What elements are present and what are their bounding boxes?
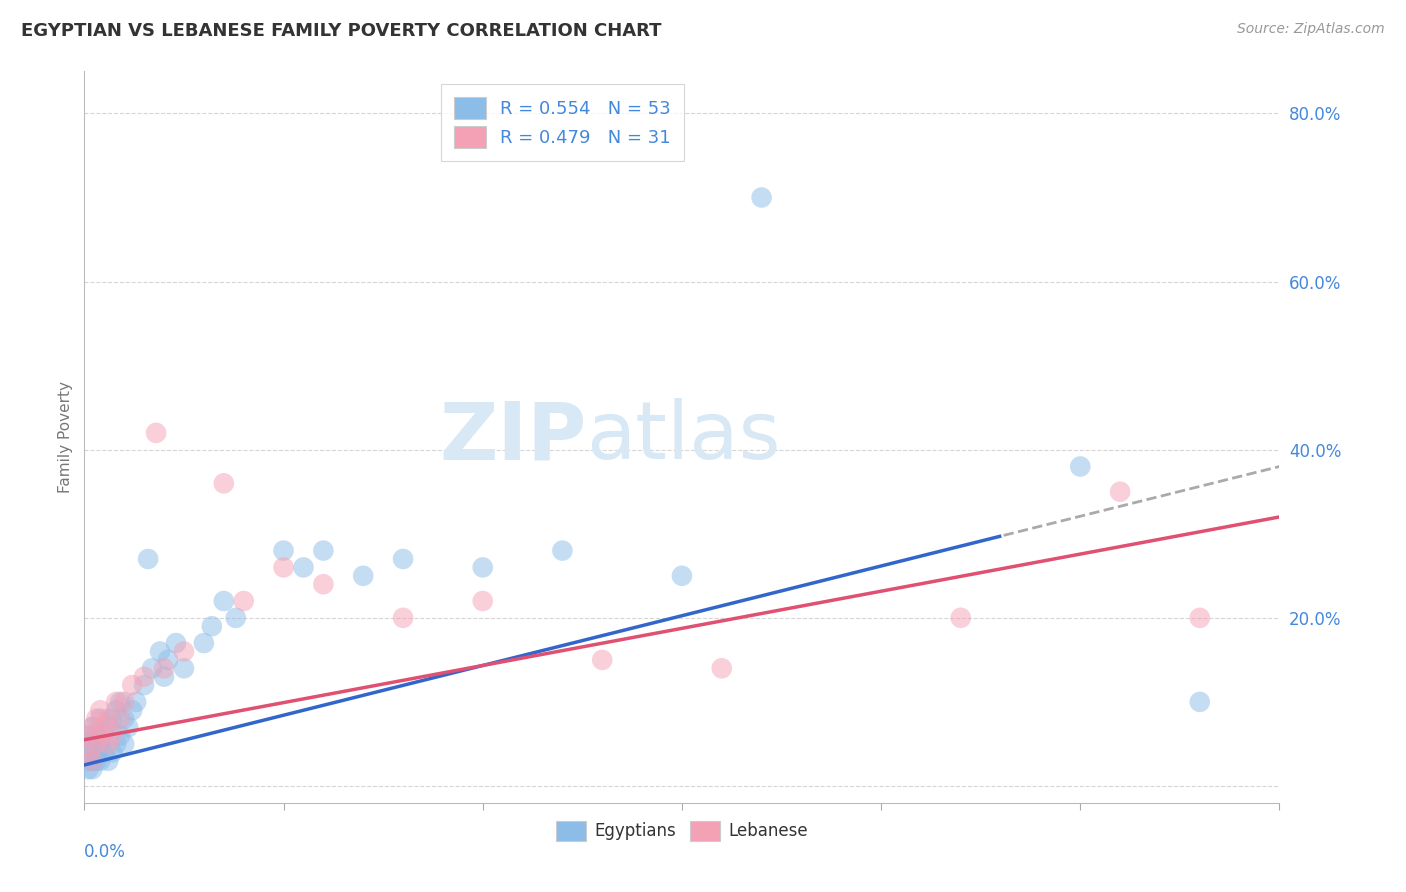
Point — [105, 695, 128, 709]
Point — [551, 543, 574, 558]
Point — [392, 552, 415, 566]
Point — [77, 737, 100, 751]
Text: atlas: atlas — [586, 398, 780, 476]
Point — [110, 729, 132, 743]
Point — [77, 729, 100, 743]
Text: Source: ZipAtlas.com: Source: ZipAtlas.com — [1237, 22, 1385, 37]
Point — [82, 720, 104, 734]
Point — [82, 754, 104, 768]
Point — [591, 653, 613, 667]
Point — [101, 712, 124, 726]
Point — [352, 569, 374, 583]
Point — [89, 737, 111, 751]
Point — [136, 552, 159, 566]
Point — [153, 670, 176, 684]
Point — [471, 560, 494, 574]
Point — [101, 745, 124, 759]
Point — [77, 754, 100, 768]
Point — [77, 745, 100, 759]
Point — [312, 543, 335, 558]
Point — [671, 569, 693, 583]
Point — [132, 678, 156, 692]
Text: 0.0%: 0.0% — [84, 843, 127, 861]
Point — [97, 754, 120, 768]
Point — [949, 611, 972, 625]
Point — [1188, 611, 1211, 625]
Point — [193, 636, 215, 650]
Point — [125, 695, 148, 709]
Point — [292, 560, 315, 574]
Point — [273, 560, 295, 574]
Point — [751, 190, 773, 204]
Point — [312, 577, 335, 591]
Point — [86, 745, 108, 759]
Point — [97, 720, 120, 734]
Point — [93, 720, 115, 734]
Point — [145, 425, 167, 440]
Point — [392, 611, 415, 625]
Point — [157, 653, 180, 667]
Point — [89, 703, 111, 717]
Point — [165, 636, 187, 650]
Point — [86, 754, 108, 768]
Point — [117, 720, 139, 734]
Text: EGYPTIAN VS LEBANESE FAMILY POVERTY CORRELATION CHART: EGYPTIAN VS LEBANESE FAMILY POVERTY CORR… — [21, 22, 662, 40]
Point — [112, 695, 135, 709]
Point — [93, 745, 115, 759]
Point — [201, 619, 224, 633]
Point — [141, 661, 163, 675]
Point — [105, 703, 128, 717]
Point — [112, 737, 135, 751]
Point — [153, 661, 176, 675]
Point — [82, 762, 104, 776]
Point — [89, 754, 111, 768]
Point — [173, 644, 195, 658]
Point — [1109, 484, 1132, 499]
Point — [86, 737, 108, 751]
Point — [212, 594, 235, 608]
Point — [82, 720, 104, 734]
Point — [1069, 459, 1091, 474]
Point — [149, 644, 172, 658]
Point — [82, 754, 104, 768]
Point — [93, 729, 115, 743]
Point — [89, 712, 111, 726]
Point — [97, 737, 120, 751]
Point — [77, 729, 100, 743]
Point — [121, 678, 143, 692]
Point — [77, 762, 100, 776]
Point — [97, 712, 120, 726]
Point — [1188, 695, 1211, 709]
Point — [173, 661, 195, 675]
Point — [77, 745, 100, 759]
Point — [101, 729, 124, 743]
Point — [112, 712, 135, 726]
Point — [212, 476, 235, 491]
Point — [89, 729, 111, 743]
Point — [110, 695, 132, 709]
Y-axis label: Family Poverty: Family Poverty — [58, 381, 73, 493]
Point — [273, 543, 295, 558]
Point — [121, 703, 143, 717]
Point — [86, 729, 108, 743]
Text: ZIP: ZIP — [439, 398, 586, 476]
Legend: Egyptians, Lebanese: Egyptians, Lebanese — [548, 813, 815, 849]
Point — [86, 712, 108, 726]
Point — [232, 594, 254, 608]
Point — [132, 670, 156, 684]
Point — [105, 737, 128, 751]
Point — [110, 712, 132, 726]
Point — [82, 737, 104, 751]
Point — [710, 661, 733, 675]
Point — [471, 594, 494, 608]
Point — [225, 611, 247, 625]
